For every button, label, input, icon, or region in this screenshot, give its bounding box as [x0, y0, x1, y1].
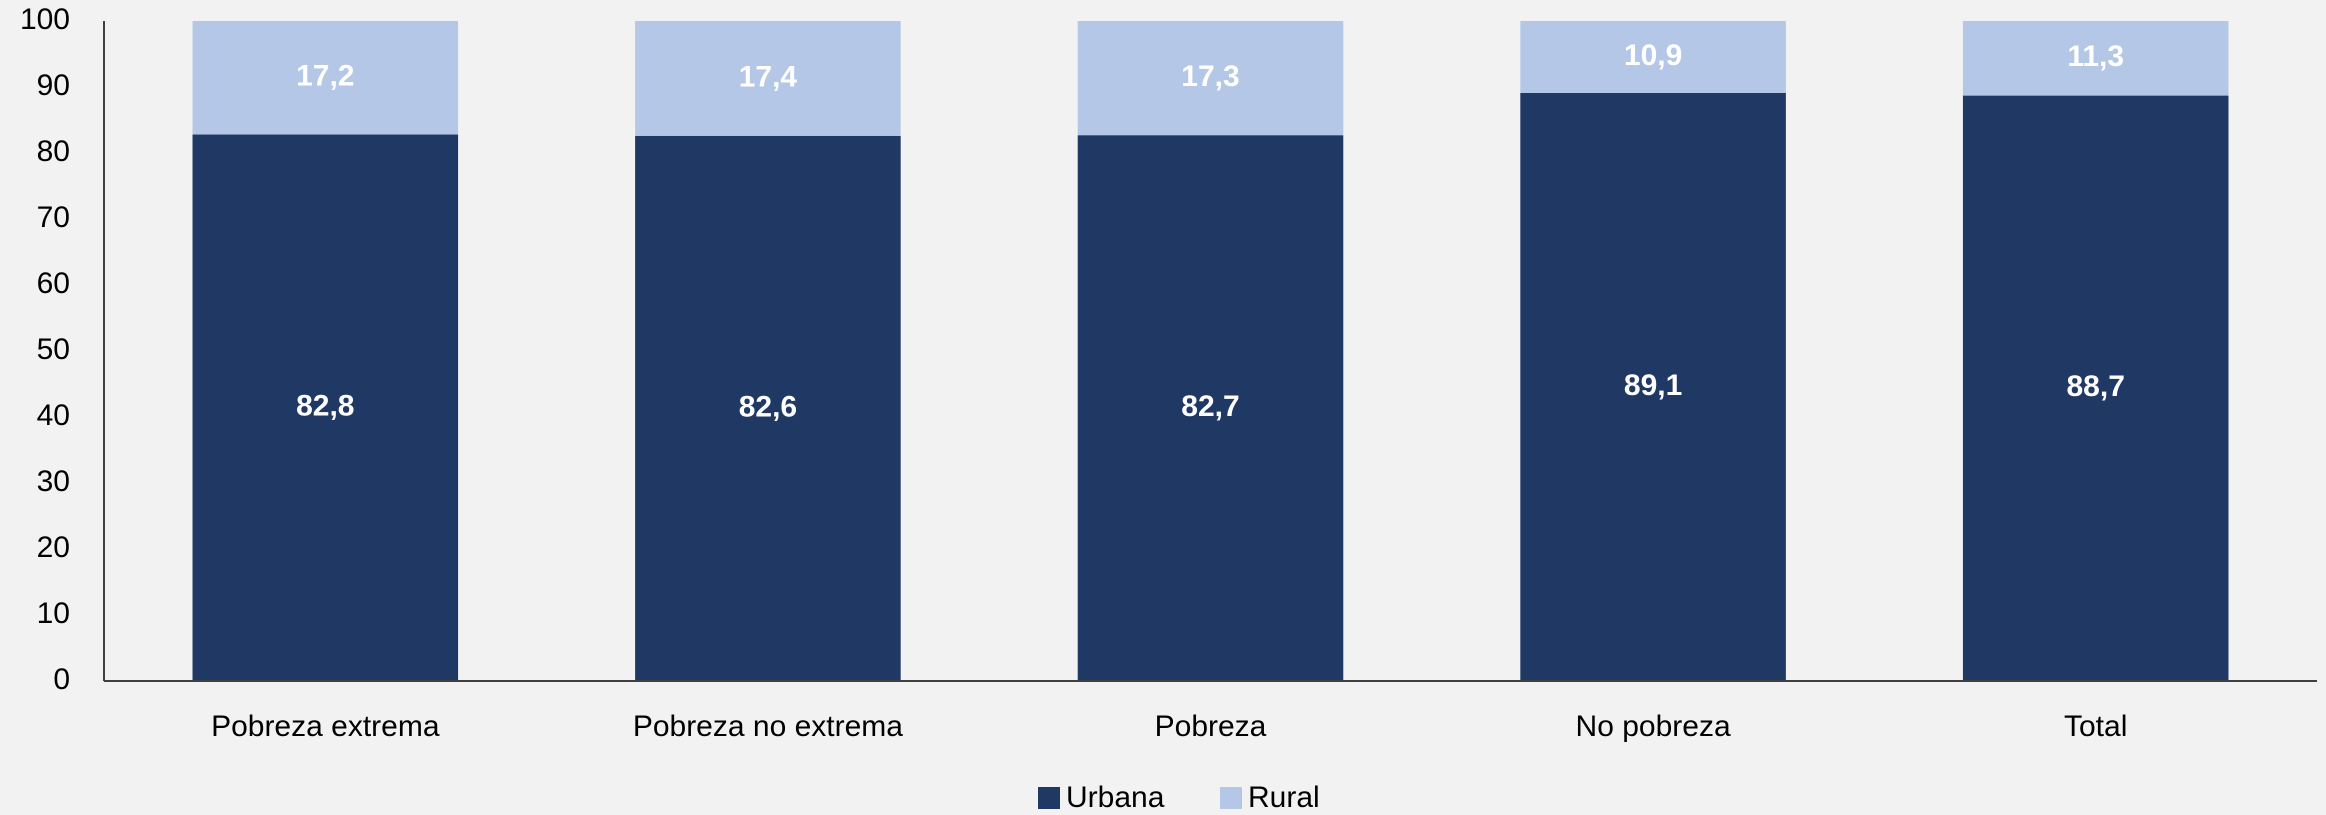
legend-swatch: [1038, 787, 1060, 809]
y-tick-label: 80: [37, 135, 70, 168]
y-tick-label: 10: [37, 597, 70, 630]
bar-segment: [1962, 21, 2229, 96]
data-label: 11,3: [2067, 40, 2124, 73]
x-tick-label: Pobreza: [1155, 710, 1267, 743]
y-tick-label: 0: [53, 663, 70, 696]
y-tick-label: 30: [37, 465, 70, 498]
data-label: 89,1: [1624, 369, 1682, 402]
bar-segment: [1962, 95, 2229, 681]
data-label: 17,2: [296, 60, 354, 93]
bar-segment: [192, 134, 459, 681]
y-tick-label: 40: [37, 399, 70, 432]
data-label: 17,3: [1181, 60, 1239, 93]
y-tick-label: 50: [37, 333, 70, 366]
legend-swatch: [1220, 787, 1242, 809]
y-tick-label: 20: [37, 531, 70, 564]
bar-segment: [1077, 135, 1344, 681]
data-label: 10,9: [1624, 39, 1682, 72]
bar-segment: [1077, 21, 1344, 136]
x-tick-label: Pobreza no extrema: [633, 710, 903, 743]
bar-segment: [1520, 92, 1786, 681]
x-tick-label: Pobreza extrema: [211, 710, 440, 743]
x-tick-label: Total: [2064, 710, 2127, 743]
bar-segment: [635, 21, 901, 136]
y-tick-label: 100: [20, 3, 70, 36]
legend-label: Rural: [1248, 781, 1320, 814]
legend-label: Urbana: [1066, 781, 1165, 814]
y-tick-label: 70: [37, 201, 70, 234]
bar-segment: [635, 135, 901, 682]
data-label: 88,7: [2067, 370, 2125, 403]
bar-segment: [192, 21, 459, 135]
y-tick-label: 60: [37, 267, 70, 300]
data-label: 82,7: [1181, 390, 1239, 423]
data-label: 17,4: [739, 60, 798, 93]
y-tick-label: 90: [37, 69, 70, 102]
data-label: 82,8: [296, 390, 354, 423]
bar-segment: [1520, 21, 1786, 93]
x-tick-label: No pobreza: [1576, 710, 1731, 743]
data-label: 82,6: [739, 390, 797, 423]
